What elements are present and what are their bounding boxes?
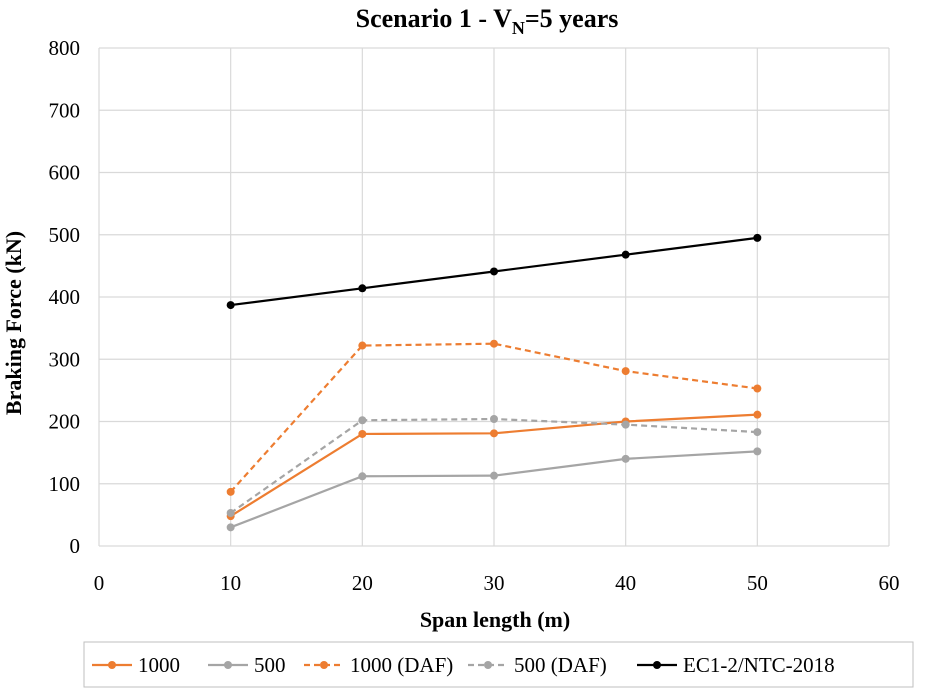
legend-item: 1000 xyxy=(92,653,180,677)
y-axis-title: Braking Force (kN) xyxy=(1,231,26,415)
data-point xyxy=(358,416,367,425)
series-1 xyxy=(226,447,762,532)
data-point xyxy=(490,415,498,424)
legend-item: 500 xyxy=(208,653,286,677)
gridlines xyxy=(98,47,890,547)
chart-title-subscript: N xyxy=(512,18,525,38)
series-3 xyxy=(226,415,762,518)
x-tick-label: 50 xyxy=(747,571,768,595)
chart-title: Scenario 1 - VN=5 years xyxy=(356,4,619,38)
series-lines xyxy=(226,233,762,532)
data-point xyxy=(358,341,367,350)
x-tick-label: 10 xyxy=(220,571,241,595)
y-tick-label: 800 xyxy=(49,36,81,60)
data-point xyxy=(490,339,498,348)
data-point xyxy=(226,509,235,518)
data-point xyxy=(490,471,498,480)
x-tick-label: 60 xyxy=(879,571,900,595)
legend-label: 1000 (DAF) xyxy=(350,653,453,677)
data-point xyxy=(490,267,498,276)
data-point xyxy=(226,487,235,496)
y-tick-label: 400 xyxy=(49,285,81,309)
legend: 1000 500 1000 (DAF) 500 (DAF) EC1-2/NTC-2018 xyxy=(83,641,914,688)
legend-marker xyxy=(484,661,492,669)
y-tick-label: 700 xyxy=(49,98,81,122)
data-point xyxy=(621,454,630,463)
x-tick-label: 40 xyxy=(615,571,636,595)
legend-item: EC1-2/NTC-2018 xyxy=(637,653,835,677)
legend-item: 500 (DAF) xyxy=(468,653,607,677)
data-point xyxy=(621,367,630,376)
y-tick-label: 300 xyxy=(49,347,81,371)
legend-label: EC1-2/NTC-2018 xyxy=(683,653,835,677)
y-tick-label: 0 xyxy=(70,534,81,558)
data-point xyxy=(226,523,235,532)
legend-marker xyxy=(108,661,116,669)
data-point xyxy=(358,284,367,293)
data-point xyxy=(358,429,367,438)
x-tick-label: 20 xyxy=(352,571,373,595)
data-point xyxy=(753,447,762,456)
legend-marker xyxy=(320,661,328,669)
x-tick-label: 0 xyxy=(94,571,105,595)
series-4 xyxy=(226,233,762,310)
x-axis-title: Span length (m) xyxy=(420,607,570,632)
legend-label: 1000 xyxy=(138,653,180,677)
y-tick-label: 200 xyxy=(49,410,81,434)
legend-item: 1000 (DAF) xyxy=(304,653,453,677)
series-2 xyxy=(226,339,762,496)
data-point xyxy=(753,410,762,419)
y-tick-label: 600 xyxy=(49,161,81,185)
data-point xyxy=(621,420,630,429)
legend-label: 500 (DAF) xyxy=(514,653,607,677)
y-tick-label: 500 xyxy=(49,223,81,247)
data-point xyxy=(490,429,498,438)
y-tick-label: 100 xyxy=(49,472,81,496)
legend-marker xyxy=(224,661,232,669)
legend-label: 500 xyxy=(254,653,286,677)
legend-marker xyxy=(653,661,661,669)
x-tick-label: 30 xyxy=(484,571,505,595)
series-line xyxy=(229,342,758,493)
data-point xyxy=(753,428,762,437)
data-point xyxy=(358,472,367,481)
data-point xyxy=(621,250,630,259)
chart-title-suffix: =5 years xyxy=(525,4,619,33)
data-point xyxy=(753,384,762,393)
tick-labels: 0 100 200 300 400 500 600 700 800 0 10 20 30 40 50 60 xyxy=(49,36,900,595)
data-point xyxy=(753,233,762,242)
data-point xyxy=(226,301,235,310)
chart-title-main: Scenario 1 - V xyxy=(356,4,512,33)
